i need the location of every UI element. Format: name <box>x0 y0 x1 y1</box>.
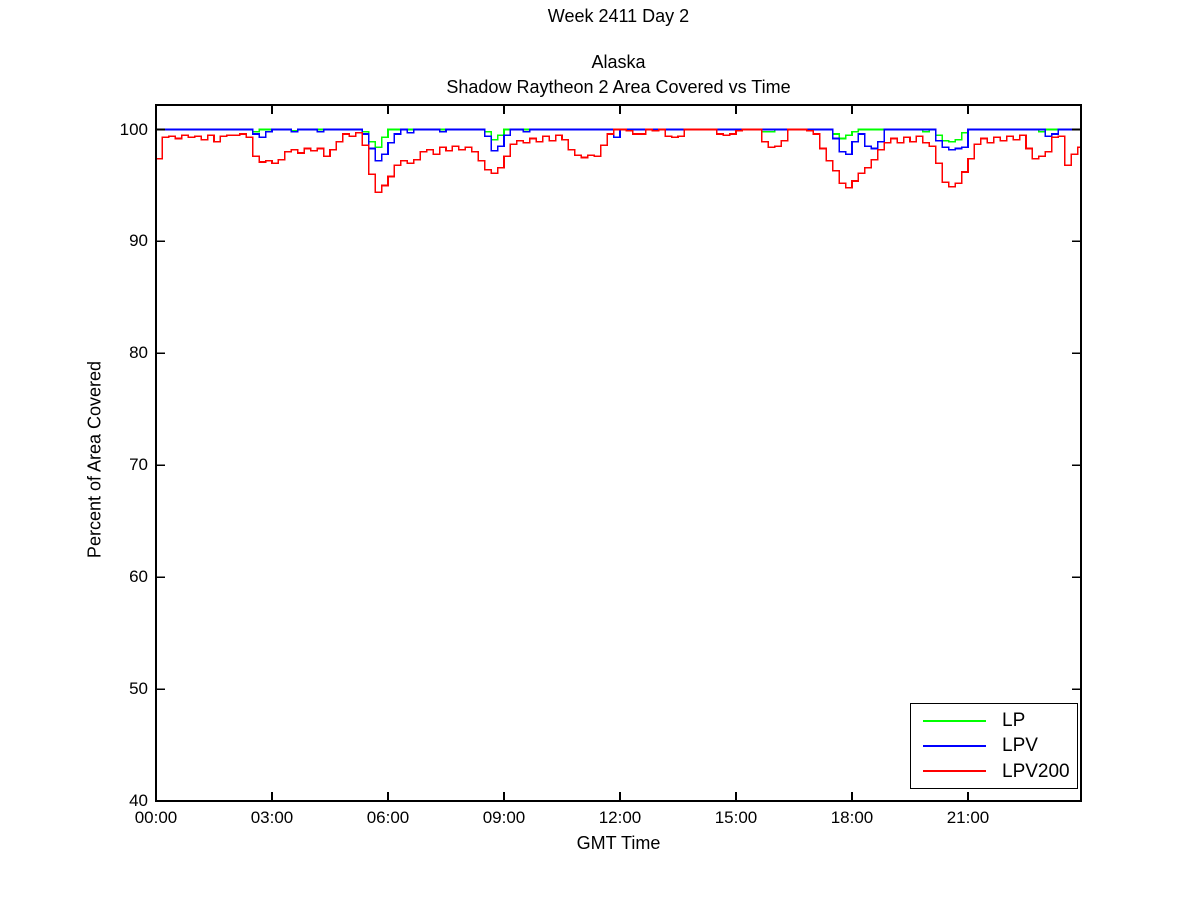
suptitle: Week 2411 Day 2 <box>547 6 690 26</box>
axes-title-line1: Alaska <box>591 52 646 72</box>
legend: LP LPV LPV200 <box>910 703 1078 789</box>
series-line-lpv <box>156 128 1081 162</box>
x-tick-label: 06:00 <box>366 808 410 827</box>
legend-item-lpv: LPV <box>911 734 1077 758</box>
axes-border <box>155 104 1082 802</box>
y-tick-label: 100 <box>119 119 148 139</box>
lpv200-line-sample <box>923 770 986 773</box>
axes-title: Alaska Shadow Raytheon 2 Area Covered vs… <box>156 50 1081 100</box>
lpv200-label: LPV200 <box>1002 760 1070 782</box>
lpv-label: LPV <box>1002 735 1038 757</box>
lpv-line-sample <box>923 744 986 747</box>
x-tick-label: 03:00 <box>250 808 294 827</box>
x-tick-label: 12:00 <box>598 808 642 827</box>
x-tick-label: 18:00 <box>830 808 874 827</box>
x-tick-label: 15:00 <box>714 808 758 827</box>
x-tick-label: 00:00 <box>134 808 178 827</box>
y-tick-label: 60 <box>129 567 148 587</box>
x-tick-label: 09:00 <box>482 808 526 827</box>
y-tick-label: 70 <box>129 455 148 475</box>
y-tick-label: 90 <box>129 231 148 251</box>
lp-label: LP <box>1002 710 1026 732</box>
legend-item-lpv200: LPV200 <box>911 759 1077 783</box>
y-tick-label: 40 <box>129 791 148 810</box>
x-axis-label: GMT Time <box>576 833 661 853</box>
x-tick-label: 21:00 <box>946 808 990 827</box>
y-tick-label: 80 <box>129 343 148 363</box>
series-line-lpv200 <box>156 128 1081 193</box>
y-tick-label: 50 <box>129 679 148 699</box>
axes-title-line2: Shadow Raytheon 2 Area Covered vs Time <box>446 77 791 97</box>
legend-item-lp: LP <box>911 709 1077 733</box>
lp-line-sample <box>923 719 986 722</box>
